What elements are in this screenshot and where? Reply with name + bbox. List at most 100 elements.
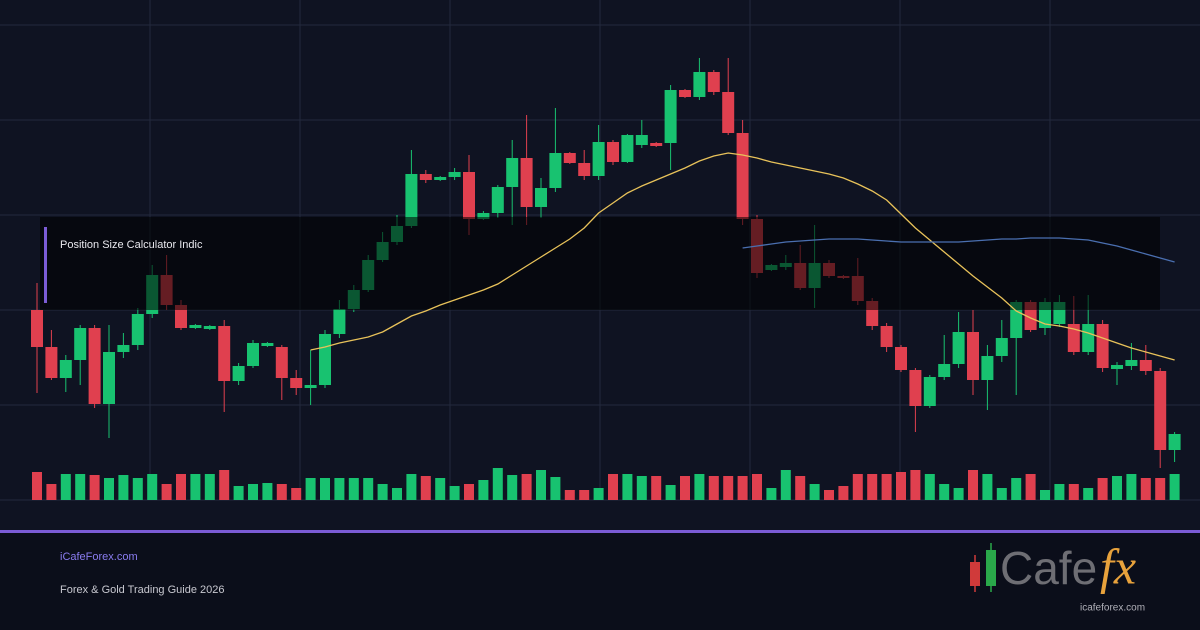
volume-bar bbox=[334, 478, 345, 500]
volume-bar bbox=[305, 478, 316, 500]
volume-bar bbox=[708, 476, 719, 500]
candle-body bbox=[491, 187, 504, 213]
candle-body bbox=[520, 158, 533, 207]
volume-bar bbox=[348, 478, 359, 500]
candle-body bbox=[679, 90, 691, 97]
candle-body bbox=[103, 352, 115, 404]
candle-body bbox=[592, 142, 605, 176]
candle-body bbox=[895, 347, 907, 370]
candle-body bbox=[880, 326, 893, 347]
volume-bar bbox=[1097, 478, 1108, 500]
candle-body bbox=[117, 345, 130, 352]
candle-body bbox=[247, 343, 259, 366]
volume-bar bbox=[147, 474, 158, 500]
candle-body bbox=[434, 177, 447, 180]
candle-body bbox=[31, 310, 43, 347]
candle-body bbox=[477, 213, 490, 219]
candle-body bbox=[1154, 371, 1167, 450]
volume-bar bbox=[1068, 484, 1079, 500]
candle-body bbox=[952, 332, 965, 364]
candle-body bbox=[232, 366, 245, 381]
volume-bar bbox=[248, 484, 258, 500]
volume-bar bbox=[651, 476, 662, 500]
candle-body bbox=[995, 338, 1008, 356]
volume-bar bbox=[1126, 474, 1137, 500]
volume-bar bbox=[622, 474, 633, 500]
candle-body bbox=[203, 326, 216, 329]
panel-title: Position Size Calculator Indic bbox=[60, 239, 203, 251]
footer-subtitle: Forex & Gold Trading Guide 2026 bbox=[60, 584, 224, 596]
logo-word: Cafe bbox=[1000, 542, 1097, 594]
volume-bar bbox=[204, 474, 215, 500]
candle-body bbox=[74, 328, 87, 360]
volume-bar bbox=[1040, 490, 1050, 500]
volume-bar bbox=[406, 474, 417, 500]
candle-body bbox=[923, 377, 936, 406]
volume-bar bbox=[680, 476, 690, 500]
candle-body bbox=[707, 72, 720, 92]
volume-bar bbox=[233, 486, 244, 500]
candle-body bbox=[909, 370, 922, 406]
candle-body bbox=[635, 135, 648, 145]
candle-body bbox=[736, 133, 749, 219]
divider bbox=[0, 530, 1200, 533]
candle-body bbox=[549, 153, 562, 188]
volume-bar bbox=[824, 490, 834, 500]
volume-bar bbox=[492, 468, 503, 500]
volume-bar bbox=[276, 484, 287, 500]
volume-bar bbox=[521, 474, 532, 500]
candle-body bbox=[304, 385, 317, 388]
volume-bar bbox=[89, 475, 100, 500]
panel-accent bbox=[44, 227, 47, 303]
volume-bar bbox=[60, 474, 71, 500]
volume-bar bbox=[262, 483, 273, 500]
candle-body bbox=[275, 347, 288, 378]
candle-body bbox=[1139, 360, 1152, 371]
volume-bar bbox=[161, 484, 172, 500]
footer-site: iCafeForex.com bbox=[60, 551, 138, 563]
volume-bar bbox=[32, 472, 42, 500]
volume-bar bbox=[219, 470, 230, 500]
volume-bar bbox=[608, 474, 618, 500]
candle-body bbox=[1168, 434, 1181, 450]
candle-body bbox=[693, 72, 706, 97]
candle-body bbox=[88, 328, 101, 404]
volume-bar bbox=[665, 485, 676, 500]
volume-bar bbox=[46, 484, 57, 500]
candle-body bbox=[175, 305, 187, 328]
volume-bar bbox=[1025, 474, 1036, 500]
volume-bar bbox=[190, 474, 201, 500]
volume-bar bbox=[564, 490, 575, 500]
indicator-panel bbox=[40, 217, 1160, 310]
volume-bar bbox=[593, 488, 604, 500]
volume-bar bbox=[579, 490, 590, 500]
candle-body bbox=[261, 343, 274, 346]
indicator-line bbox=[310, 152, 1175, 361]
candle-body bbox=[506, 158, 519, 187]
candle-body bbox=[578, 163, 591, 176]
volume-bar bbox=[838, 486, 849, 500]
candle-body bbox=[563, 153, 576, 163]
volume-bar bbox=[1112, 476, 1122, 500]
candle-body bbox=[1096, 324, 1109, 368]
volume-bar bbox=[435, 478, 446, 500]
candle-body bbox=[621, 135, 634, 162]
candle-body bbox=[59, 360, 72, 378]
volume-bar bbox=[1140, 478, 1151, 500]
candle-body bbox=[405, 174, 418, 226]
candle-body bbox=[290, 378, 303, 388]
volume-bar bbox=[910, 470, 921, 500]
logo-accent: fx bbox=[1100, 538, 1136, 594]
volume-bar bbox=[852, 474, 863, 500]
volume-bar bbox=[996, 488, 1007, 500]
volume-bar bbox=[118, 475, 129, 500]
candle-body bbox=[463, 172, 475, 219]
candle-body bbox=[448, 172, 461, 177]
volume-bar bbox=[363, 478, 374, 500]
candle-body bbox=[938, 364, 951, 377]
logo-url: icafeforex.com bbox=[1080, 603, 1145, 614]
volume-bar bbox=[982, 474, 993, 500]
candle-body bbox=[1125, 360, 1138, 366]
